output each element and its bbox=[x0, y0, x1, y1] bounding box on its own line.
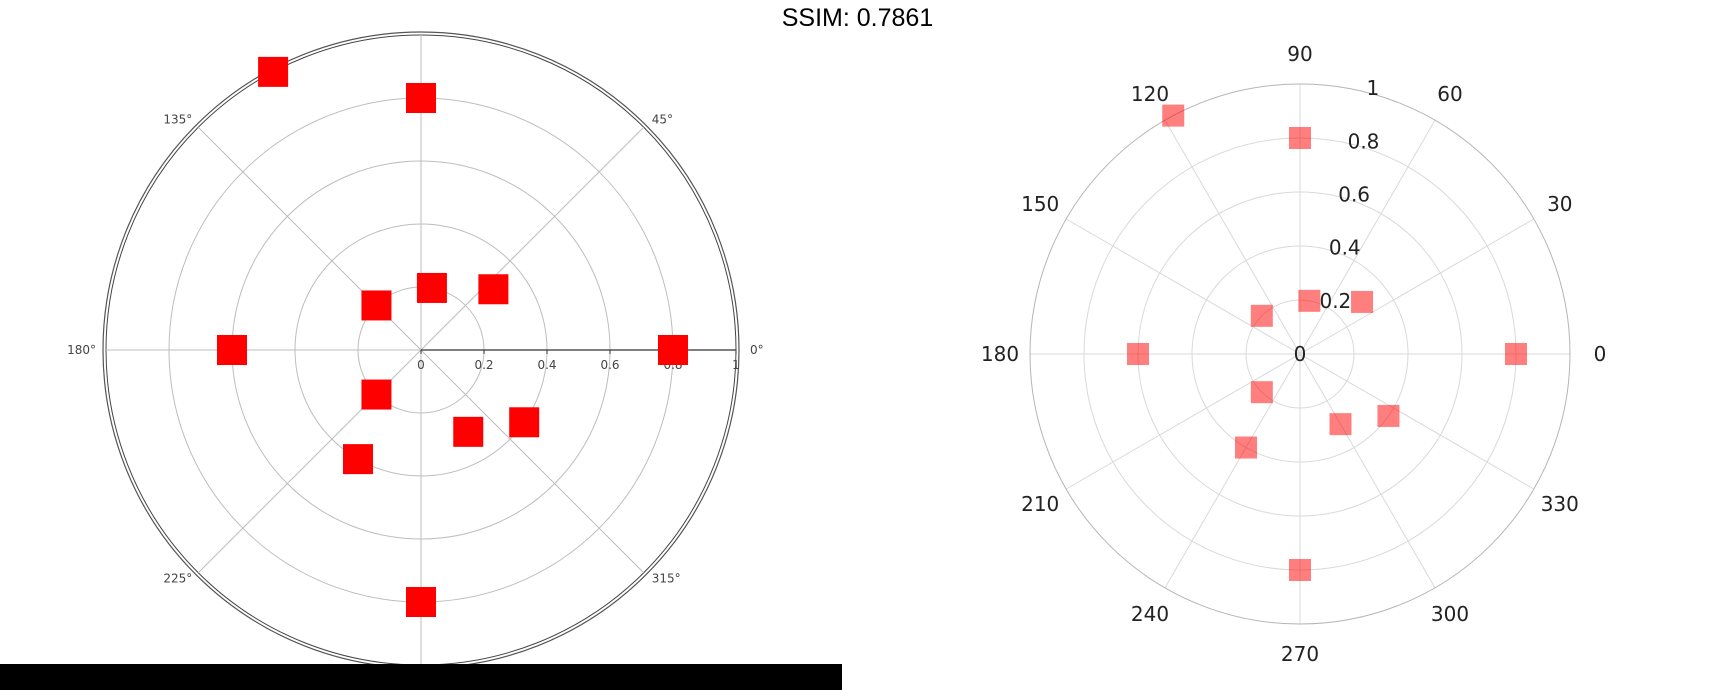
angular-tick-label: 315° bbox=[652, 572, 681, 586]
angular-tick-label: 60 bbox=[1437, 82, 1462, 106]
bottom-black-bar bbox=[0, 664, 842, 690]
data-point-marker bbox=[1235, 436, 1257, 459]
angular-tick-label: 45° bbox=[652, 112, 673, 126]
data-point-marker bbox=[1162, 104, 1185, 127]
angular-tick-label: 120 bbox=[1131, 82, 1169, 106]
radial-tick-label: 0.4 bbox=[537, 358, 556, 372]
figure-title: SSIM: 0.7861 bbox=[781, 4, 934, 32]
radial-tick-label: 0.6 bbox=[1338, 182, 1370, 206]
angular-tick-label: 180° bbox=[67, 343, 96, 357]
data-point-marker bbox=[416, 272, 447, 303]
radial-tick-label: 0.2 bbox=[1319, 289, 1351, 313]
radial-tick-label: 1 bbox=[1367, 76, 1380, 100]
data-point-marker bbox=[1505, 343, 1527, 365]
angular-tick-label: 300 bbox=[1431, 602, 1469, 626]
angular-grid-line bbox=[1299, 353, 1535, 490]
data-point-marker bbox=[217, 335, 247, 365]
data-point-marker bbox=[258, 56, 289, 87]
angular-tick-label: 270 bbox=[1281, 642, 1319, 666]
angular-tick-label: 150 bbox=[1021, 192, 1059, 216]
radial-tick-label: 0 bbox=[417, 358, 425, 372]
angular-grid-line bbox=[1065, 353, 1301, 490]
data-point-marker bbox=[453, 416, 484, 447]
radial-tick-label: 0.8 bbox=[1348, 129, 1380, 153]
data-point-marker bbox=[1127, 343, 1149, 365]
angular-grid-line bbox=[420, 349, 645, 574]
data-point-marker bbox=[478, 274, 509, 305]
angular-tick-label: 225° bbox=[163, 572, 192, 586]
radial-tick-label: 0.4 bbox=[1329, 236, 1361, 260]
data-point-marker bbox=[1298, 289, 1321, 312]
angular-tick-label: 180 bbox=[981, 342, 1019, 366]
data-point-marker bbox=[1329, 413, 1352, 436]
angular-tick-label: 90 bbox=[1287, 42, 1312, 66]
angular-grid-line bbox=[1299, 119, 1436, 355]
angular-grid-line bbox=[1164, 119, 1301, 355]
angular-tick-label: 210 bbox=[1021, 492, 1059, 516]
angular-tick-label: 135° bbox=[163, 112, 192, 126]
angular-grid-line bbox=[1299, 353, 1436, 589]
angular-tick-label: 0° bbox=[750, 343, 764, 357]
angular-tick-label: 330 bbox=[1541, 492, 1579, 516]
radial-tick-label: 0 bbox=[1294, 342, 1307, 366]
angular-tick-label: 240 bbox=[1131, 602, 1169, 626]
data-point-marker bbox=[343, 444, 373, 475]
data-point-marker bbox=[658, 335, 688, 365]
radial-grid-circle bbox=[1191, 245, 1409, 463]
angular-grid-line bbox=[1299, 218, 1535, 355]
angular-tick-label: 0 bbox=[1594, 342, 1607, 366]
data-point-marker bbox=[1250, 381, 1273, 404]
data-point-marker bbox=[361, 290, 392, 321]
data-point-marker bbox=[1250, 304, 1273, 327]
outer-ring bbox=[1029, 83, 1571, 625]
radial-tick-label: 0.6 bbox=[600, 358, 619, 372]
data-point-marker bbox=[361, 379, 392, 410]
angular-grid-line bbox=[1164, 353, 1301, 589]
data-point-marker bbox=[406, 83, 436, 113]
angular-grid-line bbox=[420, 126, 645, 351]
data-point-marker bbox=[1351, 290, 1374, 313]
data-point-marker bbox=[406, 587, 436, 617]
data-point-marker bbox=[1289, 559, 1311, 581]
data-point-marker bbox=[1289, 127, 1311, 149]
angular-grid-line bbox=[1065, 218, 1301, 355]
radial-tick-label: 1 bbox=[732, 358, 740, 372]
data-point-marker bbox=[509, 407, 540, 438]
data-point-marker bbox=[1377, 404, 1400, 427]
angular-tick-label: 30 bbox=[1547, 192, 1572, 216]
radial-tick-label: 0.2 bbox=[474, 358, 493, 372]
